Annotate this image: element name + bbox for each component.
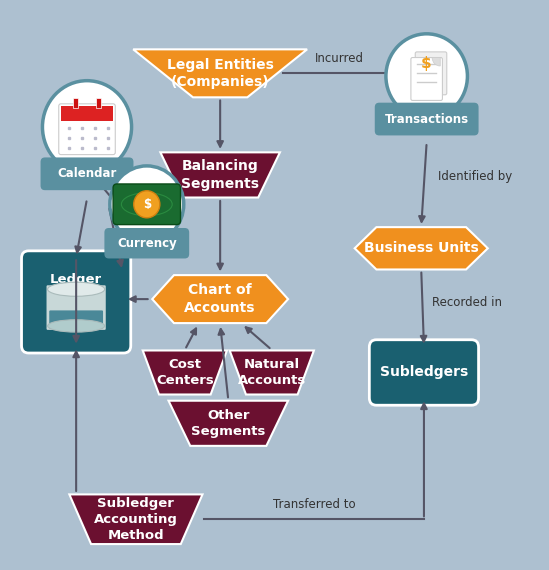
FancyBboxPatch shape xyxy=(21,251,131,353)
Ellipse shape xyxy=(48,282,105,296)
Bar xyxy=(73,98,79,108)
Text: Business Units: Business Units xyxy=(364,241,479,255)
Text: Incurred: Incurred xyxy=(315,52,364,66)
Ellipse shape xyxy=(48,320,105,332)
Polygon shape xyxy=(152,275,288,323)
Polygon shape xyxy=(160,152,280,198)
FancyBboxPatch shape xyxy=(113,184,181,225)
Wedge shape xyxy=(432,58,440,66)
Text: Calendar: Calendar xyxy=(57,168,117,180)
Polygon shape xyxy=(355,227,488,270)
Polygon shape xyxy=(143,351,227,394)
Bar xyxy=(61,106,113,121)
Polygon shape xyxy=(133,50,307,97)
Bar xyxy=(96,98,101,108)
FancyBboxPatch shape xyxy=(59,104,115,154)
FancyBboxPatch shape xyxy=(415,52,447,95)
Polygon shape xyxy=(229,351,314,394)
Text: Other
Segments: Other Segments xyxy=(191,409,266,438)
Text: Identified by: Identified by xyxy=(438,169,512,182)
Text: Chart of
Accounts: Chart of Accounts xyxy=(184,283,256,315)
FancyBboxPatch shape xyxy=(49,311,103,329)
FancyBboxPatch shape xyxy=(47,285,106,330)
Text: Transactions: Transactions xyxy=(385,112,469,125)
Text: $: $ xyxy=(143,198,151,211)
Polygon shape xyxy=(69,494,203,544)
Text: $: $ xyxy=(421,56,431,71)
Text: Natural
Accounts: Natural Accounts xyxy=(238,358,306,387)
FancyBboxPatch shape xyxy=(104,228,189,258)
Text: Subledger
Accounting
Method: Subledger Accounting Method xyxy=(94,496,178,542)
Circle shape xyxy=(134,191,160,218)
Text: Currency: Currency xyxy=(117,237,177,250)
Text: Ledger: Ledger xyxy=(50,273,102,286)
Text: Recorded in: Recorded in xyxy=(432,296,502,309)
Text: Legal Entities
(Companies): Legal Entities (Companies) xyxy=(167,58,273,89)
FancyBboxPatch shape xyxy=(375,103,479,136)
Circle shape xyxy=(42,81,132,173)
Polygon shape xyxy=(169,401,288,446)
FancyBboxPatch shape xyxy=(411,58,442,100)
Text: Transferred to: Transferred to xyxy=(273,498,355,511)
Circle shape xyxy=(110,166,184,243)
FancyBboxPatch shape xyxy=(369,340,479,405)
Text: Cost
Centers: Cost Centers xyxy=(156,358,214,387)
Text: Subledgers: Subledgers xyxy=(380,365,468,380)
Text: Balancing
Segments: Balancing Segments xyxy=(181,159,259,190)
Circle shape xyxy=(386,34,467,119)
FancyBboxPatch shape xyxy=(41,157,133,190)
